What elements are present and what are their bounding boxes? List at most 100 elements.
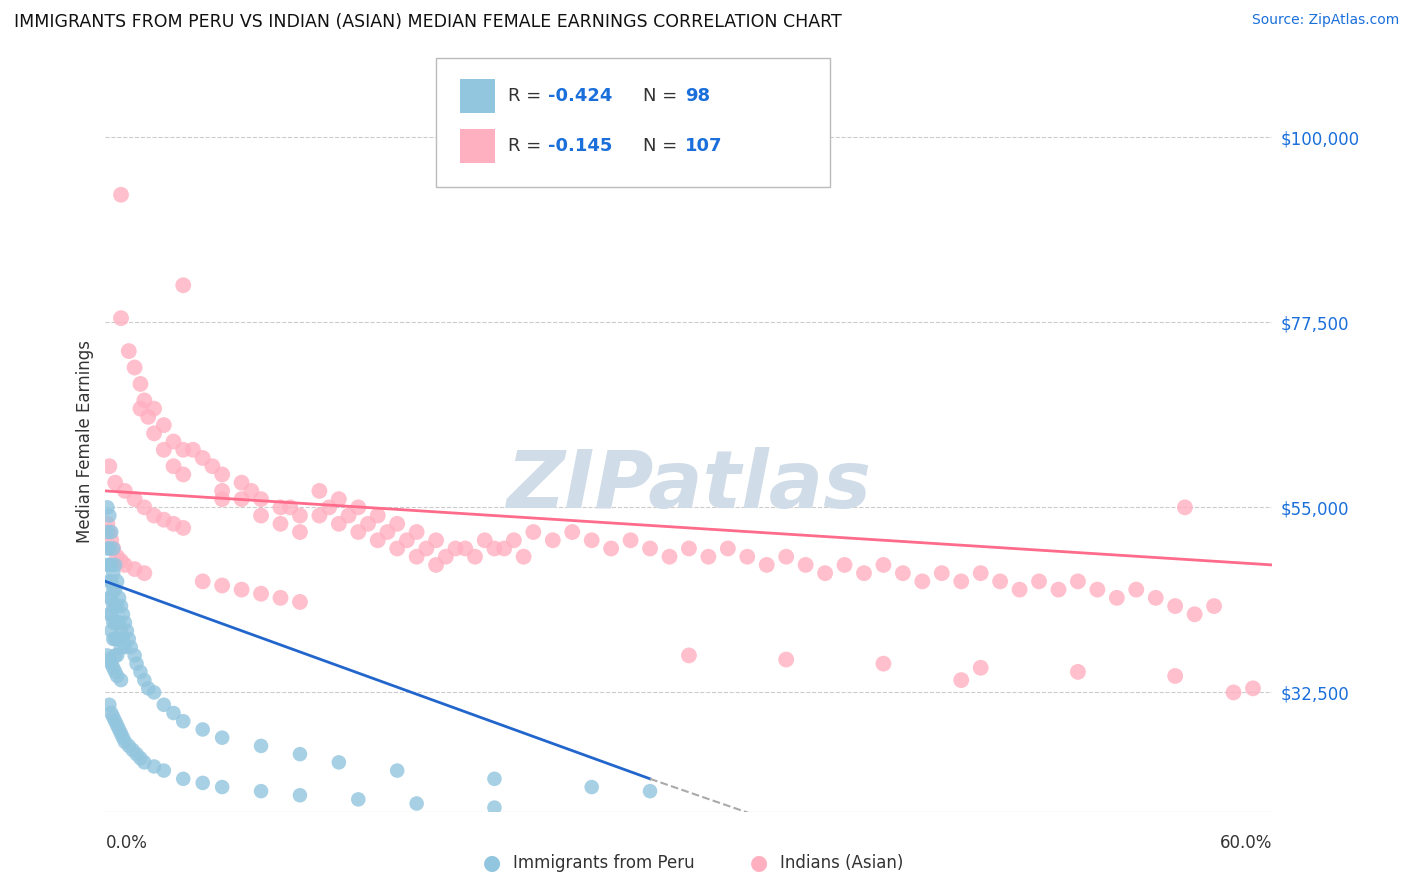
Y-axis label: Median Female Earnings: Median Female Earnings [76,340,94,543]
Point [96,524,118,539]
Point [484,772,506,786]
Point [337,508,360,523]
Point [104,558,127,572]
Point [775,549,797,564]
Point [328,516,350,531]
Point [105,615,128,630]
Point [105,574,128,589]
Point [110,673,132,687]
Point [108,632,131,646]
Point [111,607,134,622]
Point [98,574,121,589]
Point [98,541,121,556]
Point [143,508,166,523]
Point [231,492,253,507]
Point [872,558,894,572]
Point [240,483,263,498]
Point [104,615,127,630]
Point [1067,665,1090,679]
Point [103,541,125,556]
Point [96,558,118,572]
Point [415,541,437,556]
Point [1222,685,1244,699]
Point [111,731,134,745]
Point [134,756,156,770]
Point [118,739,141,753]
Point [891,566,914,581]
Point [98,558,121,572]
Point [162,516,184,531]
Text: Immigrants from Peru: Immigrants from Peru [513,855,695,872]
Point [120,640,142,655]
Point [211,578,233,592]
Point [1125,582,1147,597]
Point [638,541,661,556]
Point [114,483,136,498]
Point [134,566,156,581]
Point [288,508,311,523]
Point [211,731,233,745]
Point [1174,500,1197,515]
Point [110,599,132,613]
Point [425,533,447,548]
Point [1144,591,1167,605]
Point [172,772,194,786]
Point [561,524,583,539]
Point [143,685,166,699]
Point [98,524,121,539]
Point [100,524,122,539]
Point [103,615,125,630]
Point [347,500,370,515]
Point [231,475,253,490]
Point [308,483,330,498]
Point [347,792,370,806]
Point [484,800,506,814]
Point [104,599,127,613]
Point [124,562,146,576]
Point [425,558,447,572]
Point [1067,574,1090,589]
Point [110,640,132,655]
Point [152,764,174,778]
Point [988,574,1011,589]
Point [512,549,534,564]
Point [181,442,204,457]
Point [134,393,156,408]
Point [110,726,132,740]
Point [931,566,953,581]
Point [911,574,934,589]
Point [794,558,817,572]
Point [638,784,661,798]
Text: ●: ● [484,854,501,873]
Point [191,776,214,790]
Point [211,780,233,794]
Point [1047,582,1070,597]
Point [104,648,127,663]
Point [104,665,127,679]
Point [103,710,125,724]
Point [950,574,973,589]
Point [191,574,214,589]
Point [98,607,121,622]
Point [211,483,233,498]
Point [98,652,121,666]
Point [678,648,700,663]
Text: 60.0%: 60.0% [1220,834,1272,852]
Point [118,632,141,646]
Point [658,549,681,564]
Point [600,541,623,556]
Point [717,541,740,556]
Point [250,587,273,601]
Point [697,549,720,564]
Point [278,500,301,515]
Point [434,549,457,564]
Point [1202,599,1225,613]
Point [231,582,253,597]
Point [172,442,194,457]
Point [367,508,389,523]
Text: -0.145: -0.145 [548,137,613,155]
Point [385,516,408,531]
Point [172,521,194,535]
Point [269,516,292,531]
Point [104,582,127,597]
